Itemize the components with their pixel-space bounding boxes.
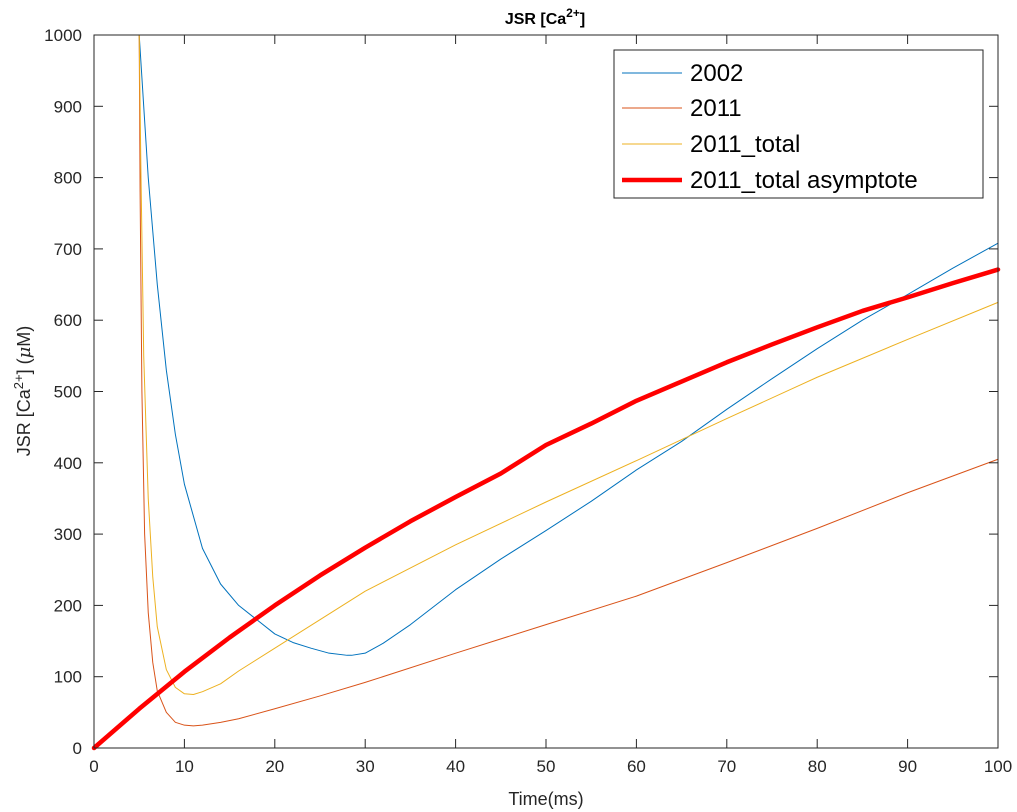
chart-title: JSR [Ca2+] — [505, 6, 585, 28]
x-tick-label: 100 — [984, 757, 1012, 776]
legend-box — [613, 49, 984, 199]
legend-label-2002: 2002 — [690, 60, 743, 87]
y-tick-label: 100 — [54, 668, 82, 687]
chart-title-text: JSR [Ca — [505, 11, 566, 28]
y-axis-label-bracket: ] ( — [14, 358, 34, 374]
x-tick-label: 0 — [89, 757, 98, 776]
y-axis-label-unit: M) — [14, 326, 34, 347]
series-line-2011-total-asymptote — [91, 267, 1001, 751]
series-line-2011-total — [93, 34, 999, 696]
y-axis-label-prefix: JSR [Ca — [14, 388, 34, 456]
x-tick-label: 30 — [356, 757, 375, 776]
y-tick-label: 600 — [54, 311, 82, 330]
y-axis-label: JSR [Ca2+] (μM) — [11, 326, 35, 457]
y-tick-label: 0 — [73, 739, 82, 758]
y-tick-label: 400 — [54, 454, 82, 473]
x-tick-label: 90 — [898, 757, 917, 776]
legend: 2002 2011 2011_total 2011_total asymptot… — [613, 49, 984, 199]
y-axis-label-mu: μ — [14, 347, 35, 359]
x-tick-label: 20 — [265, 757, 284, 776]
legend-label-2011-total: 2011_total — [690, 131, 800, 158]
y-tick-label: 300 — [54, 525, 82, 544]
y-axis-label-superscript: 2+ — [11, 374, 26, 389]
y-tick-label: 200 — [54, 596, 82, 615]
y-tick-label: 500 — [54, 383, 82, 402]
chart-title-superscript: 2+ — [566, 6, 580, 20]
y-tick-label: 700 — [54, 240, 82, 259]
legend-label-2011: 2011 — [690, 95, 742, 122]
y-axis-ticks: 0 100 200 300 400 500 600 700 800 900 1000 — [44, 26, 998, 758]
x-tick-label: 70 — [717, 757, 736, 776]
x-tick-label: 80 — [808, 757, 827, 776]
legend-label-2011-total-asymptote: 2011_total asymptote — [690, 167, 918, 194]
y-tick-label: 1000 — [44, 26, 82, 45]
chart-title-end: ] — [580, 11, 585, 28]
x-tick-label: 60 — [627, 757, 646, 776]
series-line-2011 — [93, 34, 999, 727]
x-tick-label: 40 — [446, 757, 465, 776]
y-tick-label: 900 — [54, 97, 82, 116]
series-line-2002 — [93, 34, 999, 656]
series-group — [91, 34, 1001, 751]
x-tick-label: 10 — [175, 757, 194, 776]
x-axis-label: Time(ms) — [508, 789, 583, 809]
y-tick-label: 800 — [54, 169, 82, 188]
x-tick-label: 50 — [537, 757, 556, 776]
x-axis-ticks: 0 10 20 30 40 50 60 70 80 90 100 — [89, 35, 1012, 776]
